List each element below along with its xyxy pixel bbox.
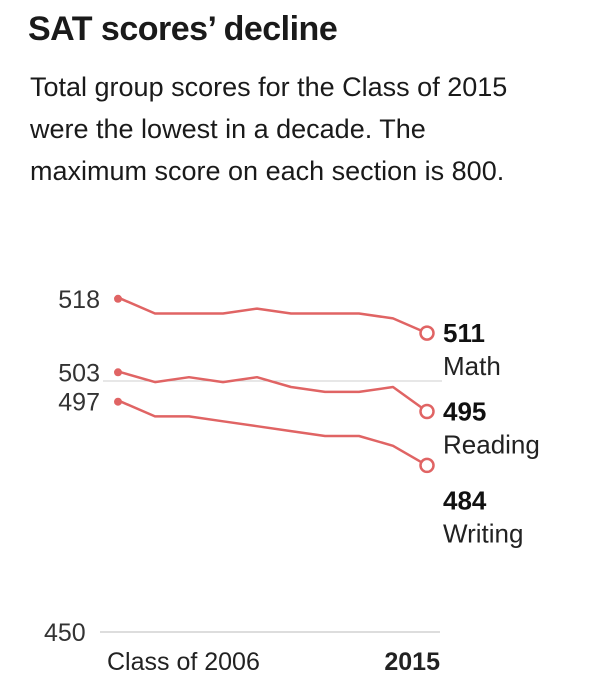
writing-series-name: Writing [443,518,523,548]
chart-title: SAT scores’ decline [28,10,338,48]
math-start-point [114,294,122,303]
reading-start-label: 503 [58,359,100,387]
math-start-label: 518 [58,286,100,314]
reading-start-point [114,368,122,377]
math-line [120,297,428,335]
writing-line [120,400,428,467]
writing-start-point [114,397,122,406]
writing-end-label: 484 [443,485,487,515]
series-layer [114,294,435,474]
reading-series-name: Reading [443,430,540,460]
math-end-point [419,325,435,341]
math-series-name: Math [443,351,501,381]
y-tick-label-450: 450 [44,619,86,647]
reading-end-point [419,403,435,420]
writing-end-point [419,457,435,474]
chart-subtitle: Total group scores for the Class of 2015… [30,72,508,186]
math-end-label: 511 [443,318,485,348]
reading-end-label: 495 [443,397,486,427]
reading-line [120,371,428,413]
x-tick-label-start: Class of 2006 [107,648,260,676]
axis-layer: 450 Class of 2006 2015 [44,380,442,676]
x-tick-label-end: 2015 [384,648,440,676]
writing-start-label: 497 [58,389,100,417]
